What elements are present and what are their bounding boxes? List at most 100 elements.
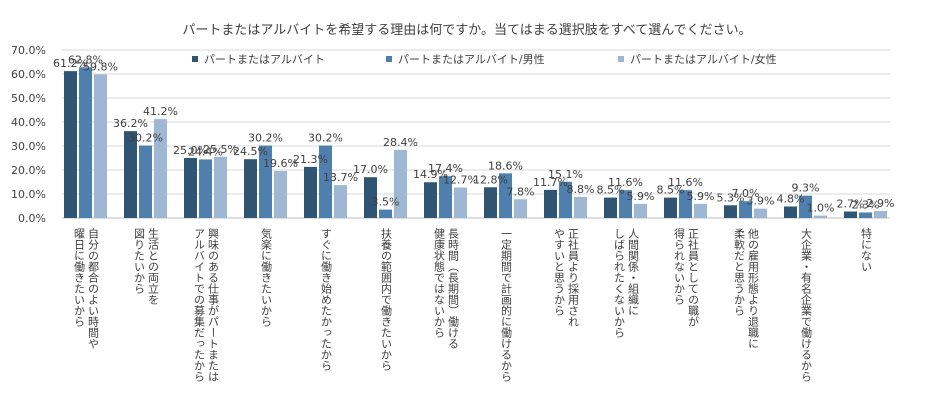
data-label: 2.7% (837, 198, 865, 211)
data-label: 3.9% (747, 195, 775, 208)
data-label: 14.9% (413, 168, 448, 181)
category-label: しばられたくないから (613, 228, 626, 338)
bar (814, 215, 827, 218)
bar (64, 71, 77, 219)
bar (304, 166, 317, 218)
bar (574, 196, 587, 218)
bar (559, 181, 572, 218)
bar (454, 187, 467, 218)
bar (544, 189, 557, 218)
bar (754, 208, 767, 218)
category-label: 長時間（長期間）働ける (447, 228, 460, 349)
bar (364, 177, 377, 218)
data-label: 25.0% (173, 144, 208, 157)
data-label: 61.2% (53, 57, 88, 70)
data-label: 28.4% (383, 136, 418, 149)
bar (139, 145, 152, 218)
chart-title: パートまたはアルバイトを希望する理由は何ですか。当てはまる選択肢をすべて選んでく… (182, 22, 751, 38)
data-label: 24.5% (233, 145, 268, 158)
data-label: 3.5% (372, 196, 400, 209)
bar (214, 156, 227, 218)
data-label: 12.8% (473, 173, 508, 186)
data-label: 4.8% (777, 192, 805, 205)
category-label: やすいと思うから (553, 228, 566, 316)
legend-label: パートまたはアルバイト (204, 53, 325, 66)
bar (844, 211, 857, 218)
category-label: 正社員としての職が (687, 228, 700, 327)
data-label: 7.8% (507, 185, 535, 198)
bar (679, 190, 692, 218)
bar (94, 74, 107, 218)
bar (724, 205, 737, 218)
bar (154, 119, 167, 218)
bar (619, 190, 632, 218)
category-label: 生活との両立を (147, 227, 160, 305)
data-label: 5.9% (627, 190, 655, 203)
bar (184, 158, 197, 218)
legend-label: パートまたはアルバイト/男性 (398, 52, 545, 66)
data-label: 62.8% (68, 53, 103, 66)
data-label: 59.8% (83, 60, 118, 73)
data-label: 11.6% (608, 176, 643, 189)
bar (319, 145, 332, 218)
bar (664, 197, 677, 218)
data-label: 1.0% (807, 202, 835, 215)
category-label: アルバイトでの募集だったから (193, 228, 206, 382)
category-label: 人間関係・組織に (627, 228, 640, 316)
data-label: 30.2% (248, 132, 283, 145)
category-label: 正社員より採用され (567, 228, 580, 327)
bar (799, 195, 812, 218)
category-label: 一定期間で計画的に働けるから (500, 228, 513, 382)
category-label: 興味のある仕事がパートまたは (207, 228, 220, 382)
y-tick-label: 20.0% (11, 164, 46, 177)
category-label: 得られないから (673, 228, 686, 305)
data-label: 30.2% (308, 132, 343, 145)
data-label: 41.2% (143, 105, 178, 118)
bars (64, 67, 887, 219)
category-labels: 曜日に働きたいから 自分の都合のよい時間や 図りたいから 生活との両立を アルバイトでの… (73, 227, 873, 382)
category-label: 大企業・有名企業で働けるから (800, 227, 813, 382)
data-label: 17.4% (428, 162, 463, 175)
data-label: 12.7% (443, 174, 478, 187)
data-label: 24.4% (188, 145, 223, 158)
bar (859, 212, 872, 218)
y-tick-label: 10.0% (11, 188, 46, 201)
category-label: 気楽に働きたいから (260, 227, 273, 327)
data-label: 30.2% (128, 132, 163, 145)
data-labels: 61.2% 36.2% 25.0% 24.5% 21.3% 17.0% 14.9% 12.8%… (53, 53, 894, 214)
bar (694, 203, 707, 218)
bar (514, 199, 527, 218)
legend-swatch (618, 56, 624, 62)
data-label: 7.0% (732, 187, 760, 200)
y-tick-label: 70.0% (11, 44, 46, 57)
data-label: 11.6% (668, 176, 703, 189)
bar (124, 131, 137, 218)
data-label: 8.5% (597, 184, 625, 197)
legend-swatch (386, 56, 392, 62)
bar (334, 185, 347, 218)
bar (484, 187, 497, 218)
legend-label: パートまたはアルバイト/女性 (630, 52, 777, 66)
data-label: 15.1% (548, 168, 583, 181)
y-axis-ticks: 0.0% 10.0% 20.0% 30.0% 40.0% 50.0% 60.0% 70.0% (11, 44, 46, 225)
data-label: 5.3% (717, 191, 745, 204)
data-label: 8.8% (567, 183, 595, 196)
category-label: 図りたいから (133, 228, 146, 294)
bar (394, 149, 407, 218)
category-label: 自分の都合のよい時間や (87, 228, 100, 349)
data-label: 2.9% (867, 197, 895, 210)
data-label: 21.3% (293, 153, 328, 166)
y-tick-label: 50.0% (11, 92, 46, 105)
bar (634, 203, 647, 218)
bar (439, 176, 452, 218)
data-label: 25.5% (203, 143, 238, 156)
bar (499, 173, 512, 218)
data-label: 5.9% (687, 190, 715, 203)
legend: パートまたはアルバイト パートまたはアルバイト/男性 パートまたはアルバイト/女性 (192, 52, 777, 66)
y-tick-label: 30.0% (11, 140, 46, 153)
y-tick-label: 60.0% (11, 68, 46, 81)
bar (604, 197, 617, 218)
category-label: 柔軟だと思うから (733, 228, 746, 316)
